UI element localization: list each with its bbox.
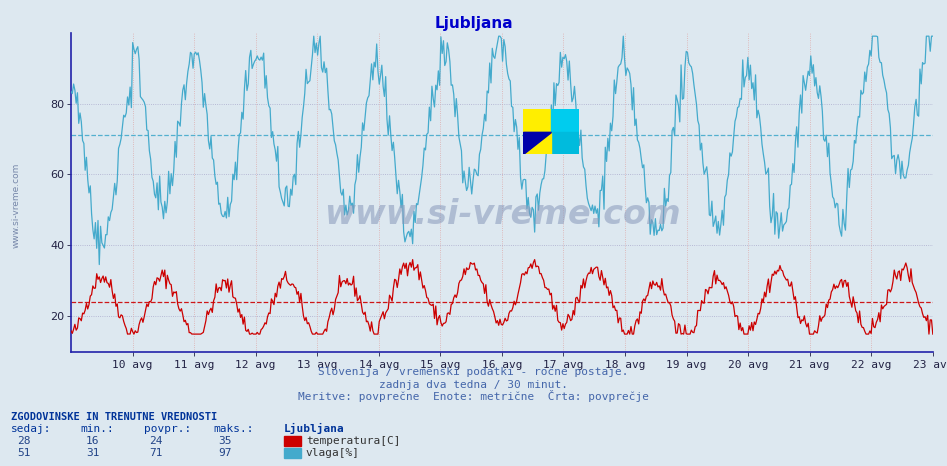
- Bar: [524, 131, 551, 154]
- Text: 16: 16: [86, 436, 99, 445]
- Text: maks.:: maks.:: [213, 424, 254, 434]
- Text: zadnja dva tedna / 30 minut.: zadnja dva tedna / 30 minut.: [379, 380, 568, 390]
- Text: www.si-vreme.com: www.si-vreme.com: [11, 162, 21, 248]
- Text: www.si-vreme.com: www.si-vreme.com: [324, 198, 680, 231]
- Text: povpr.:: povpr.:: [144, 424, 191, 434]
- Text: sedaj:: sedaj:: [11, 424, 52, 434]
- Text: 97: 97: [219, 448, 232, 458]
- Text: Ljubljana: Ljubljana: [284, 423, 345, 434]
- Text: 35: 35: [219, 436, 232, 445]
- Bar: [524, 109, 551, 131]
- Text: Ljubljana: Ljubljana: [434, 16, 513, 31]
- Text: ZGODOVINSKE IN TRENUTNE VREDNOSTI: ZGODOVINSKE IN TRENUTNE VREDNOSTI: [11, 412, 218, 422]
- Text: temperatura[C]: temperatura[C]: [306, 436, 401, 445]
- Text: 51: 51: [17, 448, 30, 458]
- Text: min.:: min.:: [80, 424, 115, 434]
- Text: Slovenija / vremenski podatki - ročne postaje.: Slovenija / vremenski podatki - ročne po…: [318, 367, 629, 377]
- Polygon shape: [524, 131, 551, 154]
- Text: 71: 71: [150, 448, 163, 458]
- Text: 28: 28: [17, 436, 30, 445]
- Text: vlaga[%]: vlaga[%]: [306, 448, 360, 458]
- Text: Meritve: povprečne  Enote: metrične  Črta: povprečje: Meritve: povprečne Enote: metrične Črta:…: [298, 391, 649, 402]
- Polygon shape: [524, 131, 551, 154]
- Bar: [551, 131, 580, 154]
- Text: 24: 24: [150, 436, 163, 445]
- Text: 31: 31: [86, 448, 99, 458]
- Bar: [551, 109, 580, 131]
